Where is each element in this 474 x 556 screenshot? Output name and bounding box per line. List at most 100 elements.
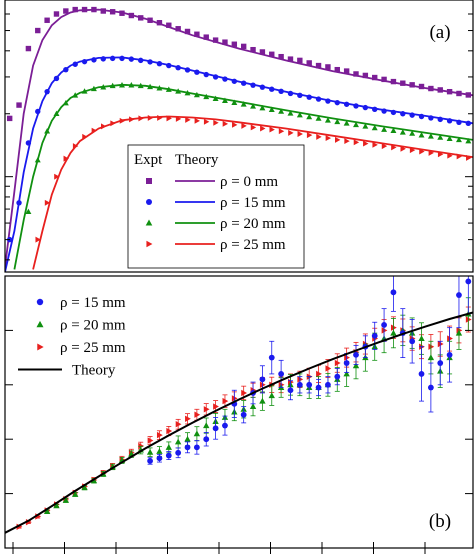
expt-point-a-0 — [81, 6, 88, 13]
data-point-b-0 — [334, 373, 341, 380]
expt-point-a-1 — [334, 99, 340, 106]
data-point-b-2 — [156, 431, 163, 439]
expt-point-a-0 — [240, 43, 247, 50]
legend-marker-b-1 — [36, 320, 44, 328]
expt-point-a-3 — [391, 144, 397, 151]
data-point-b-1 — [62, 497, 70, 503]
data-point-b-0 — [268, 354, 275, 361]
data-point-b-2 — [325, 365, 332, 372]
expt-point-a-1 — [81, 58, 88, 65]
expt-point-a-3 — [363, 140, 369, 147]
data-point-b-0 — [325, 381, 331, 388]
expt-point-a-1 — [259, 84, 266, 90]
expt-point-a-1 — [446, 118, 453, 124]
expt-point-a-1 — [175, 65, 181, 71]
data-point-b-1 — [259, 397, 266, 404]
data-point-b-2 — [147, 437, 154, 444]
expt-point-a-2 — [465, 137, 472, 144]
expt-point-a-2 — [455, 136, 462, 143]
panel-a: (a) Expt Theory ρ = 0 mm ρ = 15 mm ρ = 20 … — [4, 0, 474, 273]
expt-point-a-3 — [447, 152, 453, 159]
data-point-b-2 — [437, 340, 444, 348]
expt-point-a-2 — [81, 88, 88, 94]
data-point-b-2 — [166, 427, 173, 435]
expt-point-a-0 — [72, 6, 78, 13]
expt-point-a-2 — [44, 128, 51, 134]
expt-point-a-1 — [325, 98, 331, 104]
data-point-b-0 — [156, 455, 163, 462]
expt-point-a-3 — [54, 173, 60, 180]
data-point-b-1 — [174, 438, 182, 445]
data-point-b-0 — [409, 338, 416, 345]
data-point-b-0 — [259, 376, 266, 383]
expt-point-a-2 — [437, 134, 444, 140]
expt-point-a-0 — [63, 8, 69, 14]
legend-marker-a-2 — [145, 219, 153, 226]
expt-point-a-3 — [278, 128, 285, 135]
expt-point-a-0 — [372, 74, 378, 81]
expt-point-a-1 — [156, 61, 163, 67]
data-point-b-1 — [455, 329, 463, 336]
data-point-b-1 — [203, 422, 210, 429]
data-point-b-2 — [428, 343, 435, 350]
expt-point-a-0 — [194, 31, 200, 37]
expt-point-a-1 — [278, 88, 284, 95]
expt-point-a-1 — [409, 112, 415, 118]
expt-point-a-1 — [212, 74, 219, 80]
expt-point-a-2 — [109, 82, 116, 89]
expt-point-a-1 — [456, 119, 462, 126]
expt-point-a-0 — [231, 41, 238, 47]
expt-point-a-3 — [409, 147, 416, 154]
data-point-b-1 — [390, 329, 397, 336]
expt-point-a-1 — [343, 101, 350, 107]
expt-point-a-3 — [147, 114, 154, 121]
expt-point-a-3 — [35, 236, 41, 243]
legend-marker-b-0 — [36, 298, 44, 306]
expt-point-a-0 — [353, 71, 359, 77]
expt-point-a-1 — [362, 104, 369, 111]
expt-point-a-1 — [231, 78, 238, 84]
expt-point-a-0 — [119, 10, 125, 16]
expt-point-a-1 — [128, 56, 135, 62]
expt-point-a-0 — [128, 12, 135, 19]
data-point-b-2 — [344, 354, 350, 361]
expt-point-a-3 — [372, 141, 378, 148]
expt-point-a-3 — [194, 117, 200, 124]
expt-point-a-0 — [409, 82, 415, 88]
data-point-b-0 — [371, 332, 378, 339]
legend-header-theory: Theory — [175, 152, 219, 168]
panel-a-y-ticks — [5, 13, 473, 261]
expt-point-a-2 — [390, 127, 397, 133]
expt-point-a-2 — [334, 118, 341, 125]
expt-point-a-0 — [25, 45, 32, 52]
panel-a-frame — [4, 0, 474, 273]
expt-point-a-2 — [165, 86, 172, 92]
expt-point-a-3 — [437, 151, 444, 158]
data-point-b-2 — [465, 316, 472, 323]
panel-a-legend-box — [127, 144, 305, 269]
expt-point-a-0 — [287, 56, 294, 62]
expt-point-a-2 — [343, 120, 350, 126]
expt-point-a-1 — [147, 59, 153, 65]
data-point-b-1 — [184, 435, 191, 442]
expt-point-a-1 — [250, 82, 256, 88]
expt-point-a-2 — [62, 99, 69, 106]
expt-point-a-0 — [203, 34, 209, 40]
expt-point-a-2 — [25, 208, 32, 214]
expt-point-a-2 — [203, 93, 210, 100]
expt-point-a-2 — [409, 130, 416, 136]
expt-point-a-0 — [446, 88, 453, 95]
theory-line-b — [5, 311, 473, 534]
expt-point-a-3 — [250, 124, 257, 131]
expt-point-a-1 — [109, 55, 116, 62]
data-point-b-2 — [185, 415, 191, 422]
data-point-b-1 — [146, 448, 154, 455]
expt-point-a-0 — [465, 92, 472, 98]
expt-point-a-1 — [25, 140, 32, 146]
expt-point-a-0 — [362, 72, 369, 79]
expt-point-a-3 — [325, 135, 332, 142]
expt-point-a-0 — [175, 26, 181, 32]
data-point-b-2 — [213, 403, 219, 410]
expt-point-a-3 — [119, 117, 126, 124]
expt-point-a-1 — [287, 90, 294, 97]
